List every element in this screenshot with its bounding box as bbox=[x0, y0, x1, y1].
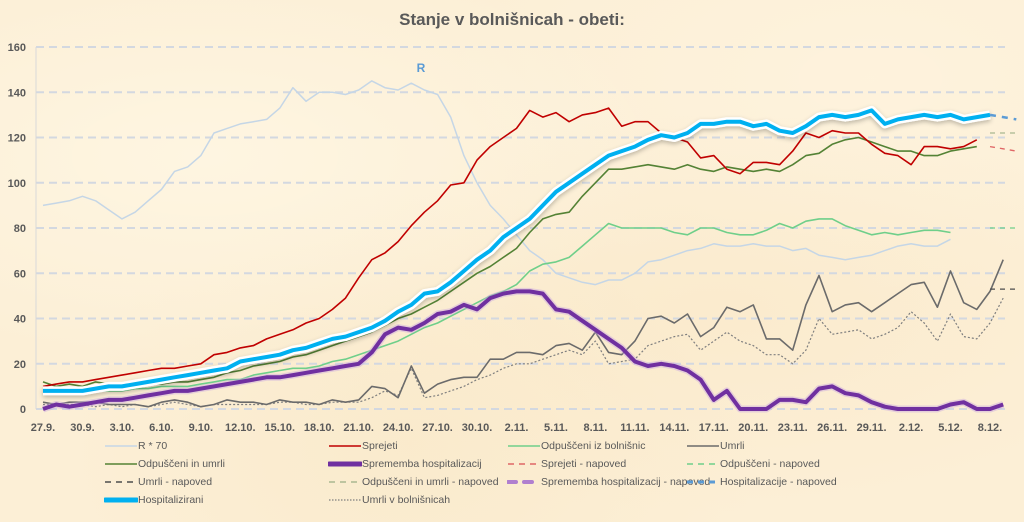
legend-label: Hospitalizacije - napoved bbox=[720, 476, 837, 488]
legend-label: Sprememba hospitalizacij - napoved bbox=[541, 476, 711, 488]
legend-item: Odpuščeni - napoved bbox=[686, 458, 820, 470]
series-line-odpu-eni-iz-bolni-nic bbox=[42, 218, 951, 392]
x-tick-label: 15.10. bbox=[264, 422, 295, 434]
legend-label: Odpuščeni in umrli - napoved bbox=[362, 476, 499, 488]
legend-label: Hospitalizirani bbox=[138, 494, 204, 506]
series-line-hospitalizacije-napoved bbox=[989, 113, 1017, 121]
legend-label: Sprejeti bbox=[362, 440, 398, 452]
x-tick-label: 30.9. bbox=[70, 422, 94, 434]
legend-label: Umrli v bolnišnicah bbox=[362, 494, 451, 506]
x-tick-label: 5.11. bbox=[544, 422, 568, 434]
legend-item: R * 70 bbox=[104, 440, 167, 452]
series-line-umrli bbox=[42, 259, 1004, 408]
legend-item: Hospitalizirani bbox=[104, 494, 203, 506]
series-line-sprememba-hospitalizacij bbox=[42, 289, 1004, 411]
legend-item: Sprejeti bbox=[328, 440, 398, 452]
y-tick-label: 20 bbox=[14, 359, 26, 371]
series-line-sprejeti bbox=[42, 107, 978, 388]
legend-label: Sprememba hospitalizacij bbox=[362, 458, 482, 470]
legend-swatch bbox=[329, 499, 361, 501]
legend-item: Umrli bbox=[686, 440, 745, 452]
y-tick-label: 160 bbox=[8, 42, 26, 54]
x-tick-label: 30.10. bbox=[462, 422, 493, 434]
x-tick-label: 12.10. bbox=[225, 422, 256, 434]
x-tick-label: 3.10. bbox=[110, 422, 134, 434]
series-line-r-70 bbox=[42, 80, 951, 286]
x-tick-label: 20.11. bbox=[738, 422, 768, 434]
legend-item: Odpuščeni in umrli - napoved bbox=[328, 476, 499, 488]
legend-item: Sprememba hospitalizacij bbox=[328, 458, 482, 470]
legend-label: Umrli - napoved bbox=[138, 476, 213, 488]
x-tick-label: 21.10. bbox=[343, 422, 374, 434]
x-tick-label: 2.11. bbox=[505, 422, 529, 434]
x-tick-label: 27.9. bbox=[31, 422, 55, 434]
x-tick-label: 2.12. bbox=[899, 422, 923, 434]
series-line-odpu-eni-in-umrli bbox=[42, 136, 977, 388]
legend-swatch bbox=[329, 445, 361, 447]
y-tick-label: 120 bbox=[8, 133, 26, 145]
x-tick-label: 11.11. bbox=[620, 422, 649, 434]
x-tick-label: 24.10. bbox=[383, 422, 414, 434]
legend-label: Odpuščeni in umrli bbox=[138, 458, 225, 470]
x-tick-label: 23.11. bbox=[778, 422, 808, 434]
y-tick-label: 40 bbox=[14, 314, 26, 326]
legend-swatch bbox=[105, 481, 137, 483]
y-tick-label: 140 bbox=[8, 87, 26, 99]
series-lines bbox=[41, 80, 1017, 413]
chart-plot: 0 20 40 60 80 100 120 140 160 27.9. 30.9. 3.10. 6.1… bbox=[8, 42, 1017, 434]
legend-item: Sprejeti - napoved bbox=[507, 458, 626, 470]
y-tick-label: 80 bbox=[14, 223, 26, 235]
x-tick-label: 6.10. bbox=[149, 422, 173, 434]
x-tick-label: 29.11. bbox=[857, 422, 887, 434]
y-tick-label: 0 bbox=[20, 404, 26, 416]
r-annotation: R bbox=[417, 61, 426, 75]
x-tick-label: 18.10. bbox=[304, 422, 335, 434]
legend-item: Hospitalizacije - napoved bbox=[686, 476, 837, 488]
x-tick-label: 9.10. bbox=[189, 422, 213, 434]
series-halo-hospitalizirani bbox=[43, 105, 991, 396]
legend-label: Odpuščeni iz bolnišnic bbox=[541, 440, 646, 452]
legend-item: Sprememba hospitalizacij - napoved bbox=[507, 476, 710, 488]
legend-label: R * 70 bbox=[138, 440, 168, 452]
x-tick-label: 8.12. bbox=[978, 422, 1002, 434]
x-tick-label: 17.11. bbox=[699, 422, 729, 434]
legend-item: Umrli - napoved bbox=[104, 476, 212, 488]
legend-swatch bbox=[687, 480, 719, 484]
legend-swatch bbox=[105, 445, 137, 447]
y-tick-label: 60 bbox=[14, 268, 26, 280]
legend-swatch bbox=[328, 461, 362, 467]
legend-swatch bbox=[104, 497, 138, 503]
x-tick-label: 8.11. bbox=[583, 422, 607, 434]
legend-item: Odpuščeni iz bolnišnic bbox=[507, 440, 645, 452]
legend-label: Odpuščeni - napoved bbox=[720, 458, 820, 470]
legend-swatch bbox=[687, 445, 719, 447]
legend: R * 70 Sprejeti Odpuščeni iz bolnišnic Umrl… bbox=[0, 440, 1024, 522]
x-tick-label: 14.11. bbox=[659, 422, 689, 434]
legend-item: Umrli v bolnišnicah bbox=[328, 494, 450, 506]
legend-swatch bbox=[507, 480, 541, 484]
series-line-hospitalizirani bbox=[43, 108, 991, 393]
y-tick-label: 100 bbox=[8, 178, 26, 190]
y-axis-ticks: 0 20 40 60 80 100 120 140 160 bbox=[8, 42, 26, 416]
x-tick-label: 26.11. bbox=[817, 422, 847, 434]
x-axis-ticks: 27.9. 30.9. 3.10. 6.10. 9.10. 12.10. 15.10. 18.… bbox=[31, 422, 1002, 434]
legend-swatch bbox=[508, 463, 540, 465]
legend-item: Odpuščeni in umrli bbox=[104, 458, 225, 470]
legend-swatch bbox=[105, 463, 137, 465]
series-line-sprejeti-napoved bbox=[989, 145, 1017, 152]
x-tick-label: 27.10. bbox=[422, 422, 453, 434]
legend-label: Umrli bbox=[720, 440, 745, 452]
legend-swatch bbox=[687, 463, 719, 465]
chart-title: Stanje v bolnišnicah - obeti: bbox=[399, 10, 625, 29]
legend-label: Sprejeti - napoved bbox=[541, 458, 627, 470]
x-tick-label: 5.12. bbox=[938, 422, 962, 434]
legend-swatch bbox=[329, 481, 361, 483]
legend-swatch bbox=[508, 445, 540, 447]
